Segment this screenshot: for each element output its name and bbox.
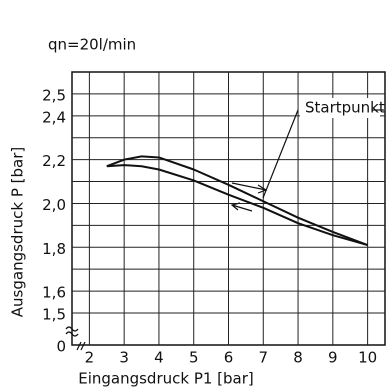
x-tick-label: 4 — [154, 349, 164, 367]
x-tick-label: 10 — [358, 349, 377, 367]
y-axis-label: Ausgangsdruck P [bar] — [9, 147, 27, 317]
y-tick-label: 2,0 — [42, 196, 66, 214]
x-tick-label: 6 — [224, 349, 234, 367]
x-tick-label: 9 — [328, 349, 338, 367]
x-tick-label: 8 — [293, 349, 303, 367]
direction-arrow — [230, 202, 253, 212]
y-break-mark — [65, 326, 79, 337]
y-tick-label: 2,2 — [42, 152, 66, 170]
y-tick-label: 2,4 — [42, 108, 66, 126]
line-series — [106, 155, 368, 247]
y-tick-label: 1,5 — [42, 306, 66, 324]
annotation-leader — [262, 109, 299, 199]
x-tick-label: 3 — [119, 349, 129, 367]
y-tick-label: 1,8 — [42, 240, 66, 258]
y-tick-label: 0 — [56, 338, 66, 356]
x-break-mark — [76, 341, 86, 351]
x-tick-label: 5 — [189, 349, 199, 367]
annotation: Startpunkt — [305, 99, 385, 117]
direction-arrow — [231, 182, 268, 194]
annotation-bg — [300, 98, 380, 118]
y-tick-label: 1,6 — [42, 284, 66, 302]
y-tick-label: 2,5 — [42, 86, 66, 104]
chart-title: qn=20l/min — [48, 36, 136, 54]
line-series — [106, 164, 368, 247]
x-axis-label: Eingangsdruck P1 [bar] — [78, 370, 254, 388]
x-tick-label: 7 — [259, 349, 269, 367]
x-tick-label: 2 — [85, 349, 95, 367]
